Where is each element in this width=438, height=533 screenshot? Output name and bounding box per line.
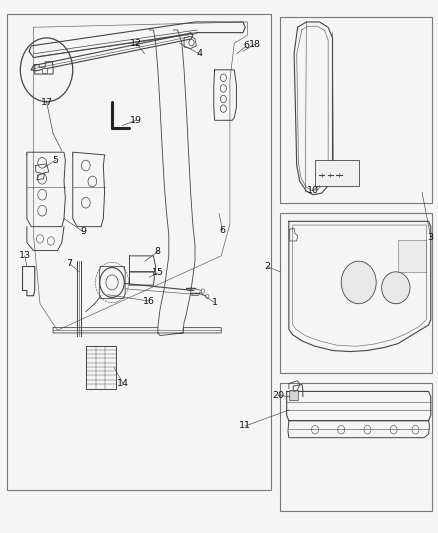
Ellipse shape (341, 261, 376, 304)
Text: 18: 18 (249, 40, 261, 49)
Polygon shape (35, 62, 53, 74)
Polygon shape (289, 221, 431, 352)
Text: 6: 6 (219, 226, 226, 235)
Polygon shape (25, 19, 261, 336)
Polygon shape (27, 152, 65, 227)
Ellipse shape (381, 272, 410, 304)
Text: 2: 2 (264, 262, 270, 271)
Polygon shape (290, 228, 297, 241)
Text: 19: 19 (130, 116, 142, 125)
Bar (280, 213, 432, 373)
Polygon shape (73, 152, 105, 227)
Text: 4: 4 (196, 50, 202, 58)
Text: 15: 15 (152, 269, 164, 277)
Text: 6: 6 (244, 42, 250, 51)
Text: 16: 16 (143, 296, 155, 305)
Text: 9: 9 (81, 228, 87, 237)
Polygon shape (37, 173, 44, 180)
Text: 17: 17 (41, 98, 53, 107)
Text: 7: 7 (67, 260, 73, 268)
Polygon shape (287, 391, 431, 421)
Text: 8: 8 (155, 247, 161, 256)
Text: 12: 12 (130, 39, 142, 48)
Bar (42, 68, 47, 73)
Text: 14: 14 (117, 379, 129, 388)
Polygon shape (31, 33, 193, 71)
Text: 1: 1 (212, 298, 218, 307)
Polygon shape (288, 421, 429, 438)
Polygon shape (130, 256, 155, 272)
Bar (398, 240, 426, 272)
Bar (7, 14, 272, 490)
Text: 10: 10 (307, 186, 318, 195)
Polygon shape (29, 22, 245, 58)
Text: 5: 5 (52, 156, 58, 165)
Bar (280, 383, 432, 511)
Text: 3: 3 (427, 233, 434, 242)
Bar (280, 17, 432, 203)
Text: 20: 20 (272, 391, 284, 400)
Bar (289, 390, 298, 400)
Polygon shape (99, 266, 125, 298)
Polygon shape (130, 272, 154, 285)
Polygon shape (27, 227, 64, 251)
Polygon shape (35, 164, 49, 173)
Text: 11: 11 (239, 422, 251, 431)
Polygon shape (214, 70, 237, 120)
Polygon shape (184, 36, 196, 49)
Text: 13: 13 (19, 252, 31, 260)
Bar (315, 160, 359, 185)
Polygon shape (22, 266, 35, 296)
Polygon shape (294, 22, 332, 195)
Polygon shape (149, 30, 195, 330)
